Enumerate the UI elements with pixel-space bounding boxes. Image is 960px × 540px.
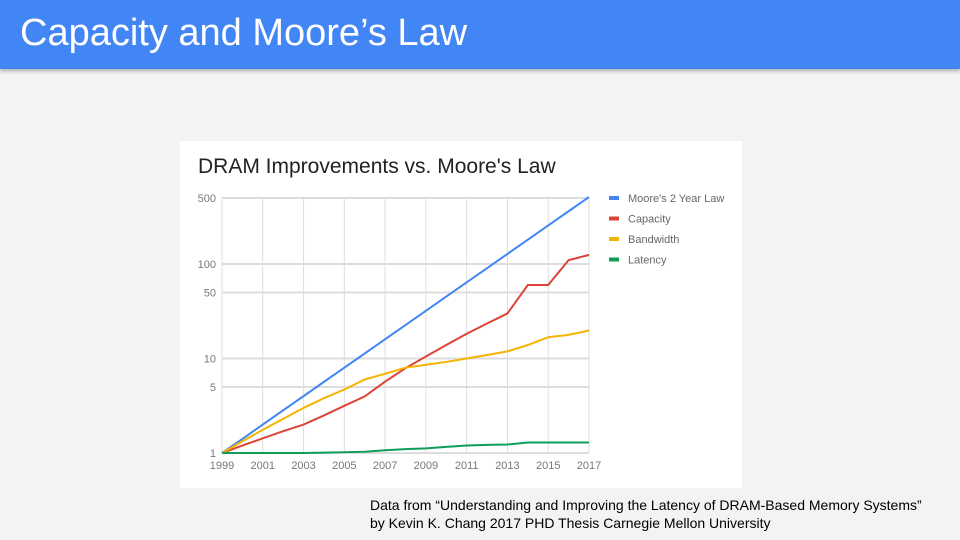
legend-label: Latency bbox=[628, 255, 667, 267]
caption: Data from “Understanding and Improving t… bbox=[370, 496, 922, 532]
x-tick-label: 2011 bbox=[455, 460, 479, 472]
x-tick-label: 2003 bbox=[291, 460, 315, 472]
x-tick-label: 2009 bbox=[414, 460, 438, 472]
x-tick-label: 2017 bbox=[577, 460, 601, 472]
legend-label: Capacity bbox=[628, 214, 671, 226]
legend-swatch bbox=[609, 237, 619, 241]
y-tick-label: 50 bbox=[204, 287, 216, 299]
series-line-bandwidth bbox=[221, 329, 590, 454]
legend-swatch bbox=[609, 196, 619, 200]
x-tick-label: 2007 bbox=[373, 460, 397, 472]
y-tick-label: 10 bbox=[204, 354, 216, 366]
y-tick-label: 500 bbox=[198, 193, 216, 205]
chart-title: DRAM Improvements vs. Moore's Law bbox=[198, 155, 556, 178]
x-tick-label: 2005 bbox=[332, 460, 356, 472]
x-tick-label: 2001 bbox=[251, 460, 275, 472]
x-tick-label: 2013 bbox=[495, 460, 519, 472]
legend-swatch bbox=[609, 216, 619, 221]
y-tick-label: 5 bbox=[210, 382, 216, 394]
series-line-capacity bbox=[221, 253, 590, 454]
caption-line-1: Data from “Understanding and Improving t… bbox=[370, 497, 922, 513]
slide-header: Capacity and Moore’s Law bbox=[0, 0, 960, 69]
caption-line-2: by Kevin K. Chang 2017 PHD Thesis Carneg… bbox=[370, 515, 771, 531]
chart: DRAM Improvements vs. Moore's Law 1999 20… bbox=[180, 141, 742, 488]
slide-title: Capacity and Moore’s Law bbox=[20, 12, 468, 54]
y-tick-label: 1 bbox=[210, 448, 216, 460]
legend-label: Bandwidth bbox=[628, 234, 679, 246]
legend-label: Moore's 2 Year Law bbox=[628, 193, 724, 205]
y-tick-label: 100 bbox=[198, 259, 216, 271]
x-tick-label: 1999 bbox=[210, 460, 234, 472]
chart-svg: 1999 2001 2003 2005 2007 2009 2011 2013 2015 2017… bbox=[198, 193, 725, 472]
x-tick-label: 2015 bbox=[536, 460, 560, 472]
legend-swatch bbox=[609, 257, 619, 262]
series-line-latency bbox=[222, 441, 589, 454]
